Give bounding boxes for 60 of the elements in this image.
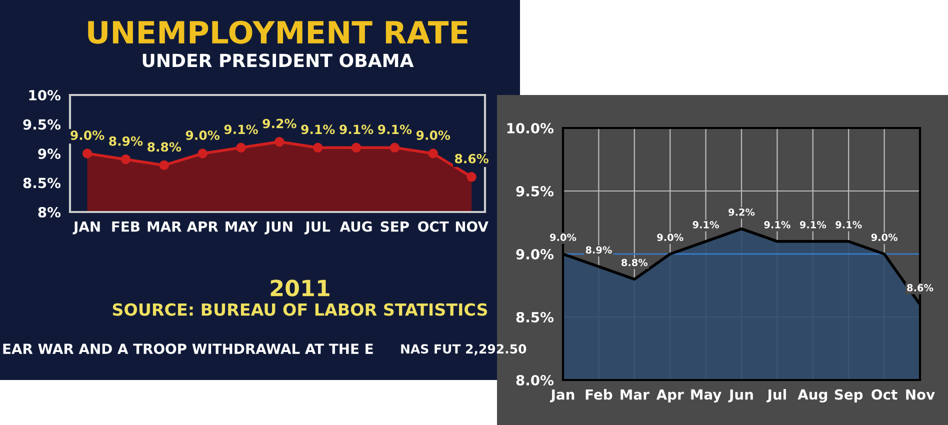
y-tick-label: 8.5% [516,312,554,322]
y-tick-label: 9.0% [516,248,554,260]
x-tick-label: May [691,389,722,402]
y-tick-label: 10.0% [507,122,554,134]
data-label: 9.1% [692,221,719,228]
y-tick-label: 8.5% [23,178,61,188]
data-label: 9.2% [262,118,296,128]
data-label: 8.8% [622,258,648,266]
data-label: 9.1% [764,221,790,228]
data-label: 9.2% [728,208,755,216]
x-tick-label: JUN [264,221,292,234]
x-tick-label: AUG [340,221,372,232]
x-tick-label: Oct [872,389,898,400]
x-tick-label: FEB [112,221,140,232]
x-tick-label: SEP [380,221,409,232]
chart-subtitle: UNDER PRESIDENT OBAMA [142,54,414,68]
data-label: 9.0% [550,234,576,242]
data-label: 9.0% [70,130,104,140]
x-tick-label: MAR [148,221,182,232]
data-label: 9.0% [186,130,220,140]
x-tick-label: OCT [418,221,449,232]
y-tick-label: 9.5% [23,119,61,130]
data-label: 8.8% [148,142,182,152]
data-label: 8.6% [907,284,934,292]
x-tick-label: Aug [798,389,828,402]
data-label: 9.1% [800,221,826,228]
data-label: 9.0% [871,234,898,242]
chart-title: UNEMPLOYMENT RATE [88,20,468,44]
x-tick-label: Jul [766,389,786,402]
y-tick-label: 9.5% [516,186,554,196]
x-tick-label: JAN [72,221,100,234]
x-tick-label: MAY [226,221,258,232]
y-tick-label: 8% [38,206,61,218]
x-tick-label: Jun [728,389,753,402]
data-label: 9.1% [301,124,335,134]
data-label: 9.1% [340,124,374,134]
data-label: 8.9% [586,246,612,254]
text: 2011 [270,280,330,296]
text: EAR WAR AND A TROOP WITHDRAWAL AT THE E [3,344,373,354]
data-label: 8.9% [109,136,143,146]
x-tick-label: Jan [550,389,574,402]
data-label: 9.1% [224,124,258,134]
y-tick-label: 10% [29,90,61,100]
data-label: 9.1% [836,221,862,228]
x-tick-label: JUL [304,221,330,234]
x-tick-label: Mar [620,389,650,400]
data-label: 9.0% [657,234,684,242]
y-tick-label: 9% [38,148,61,159]
text: NAS FUT 2,292.50 [401,344,526,356]
data-label: 9.0% [416,130,450,140]
x-tick-label: Nov [906,389,935,400]
y-tick-label: 8.0% [516,374,554,386]
x-tick-label: NOV [456,221,488,232]
x-tick-label: Apr [656,389,684,402]
x-tick-label: Sep [834,389,863,402]
x-tick-label: Feb [586,389,612,400]
source-note: SOURCE: BUREAU OF LABOR STATISTICS [112,303,488,316]
x-tick-label: APR [186,221,218,232]
data-label: 8.6% [454,154,488,164]
data-label: 9.1% [378,124,412,134]
